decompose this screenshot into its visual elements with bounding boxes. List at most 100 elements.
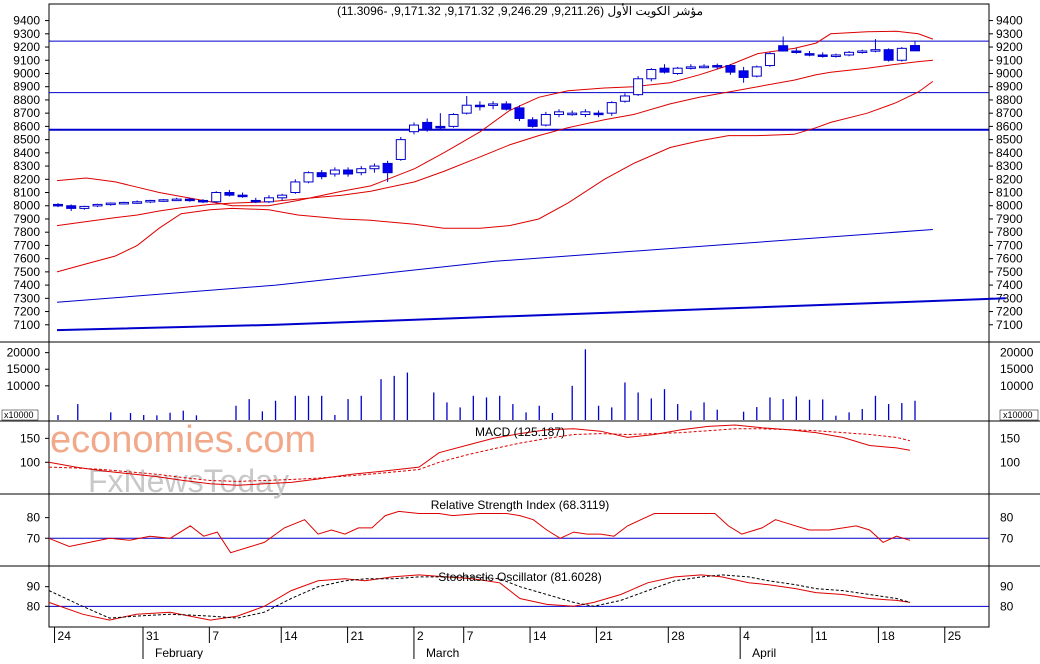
rsi-tick-right: 70 — [1000, 531, 1014, 545]
bollinger-lower — [56, 80, 934, 273]
x-tick-label: 4 — [743, 629, 750, 643]
candle — [646, 69, 657, 80]
candle — [554, 111, 565, 115]
price-tick-left: 9400 — [13, 14, 40, 28]
candle — [356, 168, 367, 174]
price-tick-right: 7200 — [996, 305, 1023, 319]
price-tick-right: 8900 — [996, 80, 1023, 94]
month-label: April — [752, 646, 776, 659]
candle — [343, 169, 354, 175]
candle — [290, 181, 301, 194]
price-tick-right: 8000 — [996, 199, 1023, 213]
candle — [329, 169, 340, 175]
price-tick-left: 7600 — [13, 252, 40, 266]
candle — [633, 78, 644, 96]
price-tick-right: 9200 — [996, 40, 1023, 54]
candle — [844, 51, 855, 56]
candle — [699, 65, 710, 69]
price-tick-right: 7800 — [996, 225, 1023, 239]
stochastic-tick-right: 90 — [1000, 580, 1014, 594]
price-tick-left: 8300 — [13, 159, 40, 173]
price-tick-right: 7400 — [996, 278, 1023, 292]
candle — [830, 54, 841, 57]
candle — [501, 103, 512, 110]
macd-tick-left: 100 — [20, 455, 40, 469]
candle — [118, 201, 129, 205]
candle — [619, 95, 630, 102]
candle — [896, 47, 907, 61]
price-tick-left: 8000 — [13, 199, 40, 213]
chart-title: مؤشر الكويت الأول (9,211.26, 9,246.29, 9… — [337, 3, 703, 18]
x-tick-label: 11 — [815, 629, 828, 643]
watermark-economies: economies.com — [50, 419, 316, 461]
moving-average-line — [56, 297, 1006, 332]
volume-tick-left: 20000 — [7, 346, 41, 360]
candle — [514, 107, 525, 119]
rsi-tick-right: 80 — [1000, 511, 1014, 525]
price-tick-left: 7500 — [13, 265, 40, 279]
price-tick-left: 8400 — [13, 146, 40, 160]
stochastic-label: Stochastic Oscillator (81.6028) — [438, 570, 601, 584]
price-tick-left: 7800 — [13, 225, 40, 239]
price-tick-right: 9300 — [996, 27, 1023, 41]
bollinger-upper — [56, 30, 934, 207]
price-tick-left: 7300 — [13, 291, 40, 305]
rsi-line — [48, 510, 911, 554]
stochastic-tick-left: 80 — [27, 599, 41, 613]
stochastic-k-line — [48, 574, 911, 621]
candle — [751, 66, 762, 77]
price-tick-left: 7900 — [13, 212, 40, 226]
price-tick-right: 8300 — [996, 159, 1023, 173]
price-tick-right: 8100 — [996, 186, 1023, 200]
price-tick-left: 9000 — [13, 66, 40, 80]
candle — [778, 45, 789, 52]
x-tick-label: 31 — [146, 629, 160, 643]
price-tick-left: 9200 — [13, 40, 40, 54]
price-tick-right: 9100 — [996, 53, 1023, 67]
candle — [92, 203, 103, 207]
candle — [408, 124, 419, 133]
rsi-label: Relative Strength Index (68.3119) — [431, 498, 610, 512]
candle — [435, 125, 446, 129]
candle — [791, 50, 802, 53]
x-tick-label: 14 — [533, 629, 547, 643]
price-tick-right: 8700 — [996, 106, 1023, 120]
candle — [870, 49, 881, 52]
candle — [277, 194, 288, 199]
macd-signal-line — [48, 428, 911, 482]
candle — [580, 111, 591, 115]
x-tick-label: 25 — [948, 629, 962, 643]
candle — [540, 113, 551, 126]
candle — [488, 103, 499, 106]
candle — [857, 50, 868, 53]
volume-unit-box — [1, 409, 39, 421]
candle — [224, 192, 235, 196]
price-tick-left: 8200 — [13, 172, 40, 186]
month-label: February — [155, 646, 203, 659]
volume-tick-right: 15000 — [1000, 362, 1034, 376]
candle — [817, 54, 828, 57]
candle — [764, 53, 775, 67]
candle — [316, 172, 327, 178]
price-tick-right: 8800 — [996, 93, 1023, 107]
volume-unit-label: x10000 — [4, 410, 34, 420]
candle — [132, 201, 143, 204]
candle — [448, 113, 459, 127]
candle — [725, 65, 736, 73]
macd-tick-right: 100 — [1000, 455, 1020, 469]
candle — [237, 194, 248, 198]
candle — [461, 104, 472, 114]
price-tick-right: 9400 — [996, 14, 1023, 28]
macd-label: MACD (125.187) — [475, 425, 565, 439]
x-tick-label: 14 — [284, 629, 298, 643]
candle — [567, 112, 578, 116]
candle — [422, 121, 433, 130]
candle — [250, 199, 261, 203]
candle — [593, 112, 604, 116]
price-tick-right: 7700 — [996, 238, 1023, 252]
price-tick-left: 8600 — [13, 119, 40, 133]
candle — [171, 198, 182, 202]
price-tick-left: 8500 — [13, 133, 40, 147]
